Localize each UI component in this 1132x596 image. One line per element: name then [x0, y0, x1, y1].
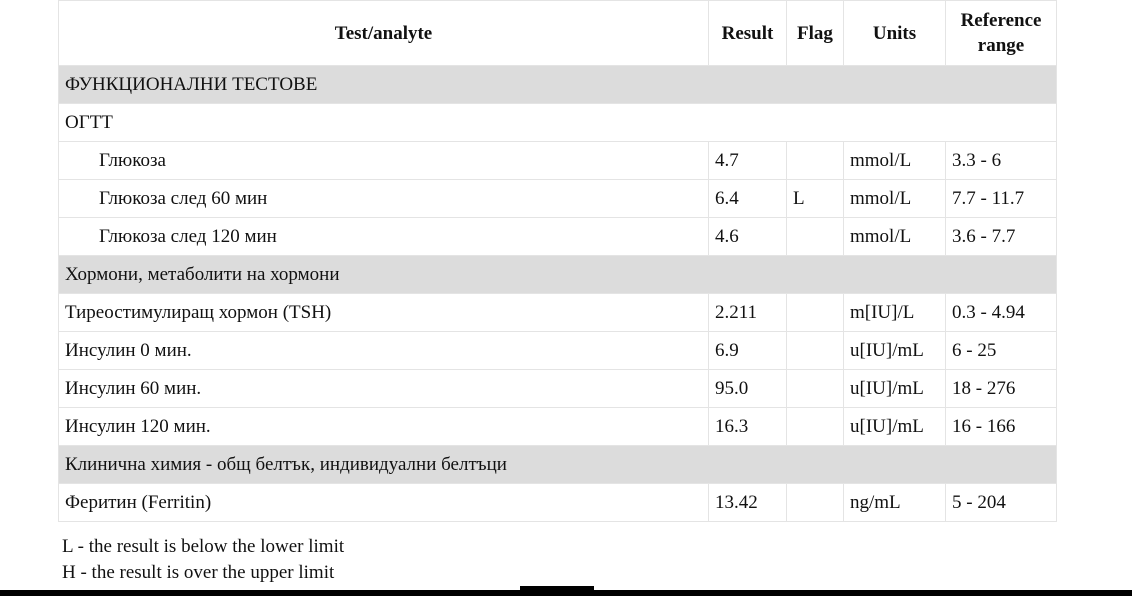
legend-low: L - the result is below the lower limit — [62, 536, 345, 557]
cell-units: u[IU]/mL — [843, 369, 946, 408]
table-row: Глюкоза след 120 мин 4.6 mmol/L 3.6 - 7.7 — [58, 217, 1057, 256]
cell-test: Инсулин 60 мин. — [58, 369, 709, 408]
header-result: Result — [708, 0, 787, 66]
cell-range: 0.3 - 4.94 — [945, 293, 1057, 332]
legend-high: H - the result is over the upper limit — [62, 562, 335, 583]
table-row: Инсулин 120 мин. 16.3 u[IU]/mL 16 - 166 — [58, 407, 1057, 446]
cell-flag — [786, 217, 844, 256]
table-row: Инсулин 0 мин. 6.9 u[IU]/mL 6 - 25 — [58, 331, 1057, 370]
cell-units: mmol/L — [843, 179, 946, 218]
cell-range: 18 - 276 — [945, 369, 1057, 408]
cell-test: Инсулин 0 мин. — [58, 331, 709, 370]
cell-flag — [786, 293, 844, 332]
cell-flag — [786, 141, 844, 180]
group-row: ОГТТ — [58, 103, 1057, 142]
header-row: Test/analyte Result Flag Units Reference… — [58, 0, 1057, 66]
cell-range: 5 - 204 — [945, 483, 1057, 522]
table-row: Тиреостимулиращ хормон (TSH) 2.211 m[IU]/L… — [58, 293, 1057, 332]
header-range: Reference range — [945, 0, 1057, 66]
table-row: Инсулин 60 мин. 95.0 u[IU]/mL 18 - 276 — [58, 369, 1057, 408]
cell-flag — [786, 369, 844, 408]
table-row: Глюкоза 4.7 mmol/L 3.3 - 6 — [58, 141, 1057, 180]
cell-range: 3.3 - 6 — [945, 141, 1057, 180]
cell-result: 16.3 — [708, 407, 787, 446]
cell-units: u[IU]/mL — [843, 407, 946, 446]
cell-test: Феритин (Ferritin) — [58, 483, 709, 522]
header-flag: Flag — [786, 0, 844, 66]
flag-legend: L - the result is below the lower limit … — [62, 534, 344, 586]
cell-result: 2.211 — [708, 293, 787, 332]
results-table: Test/analyte Result Flag Units Reference… — [58, 0, 1057, 522]
section-title: Хормони, метаболити на хормони — [58, 255, 1057, 294]
cell-flag — [786, 407, 844, 446]
section-row: Хормони, метаболити на хормони — [58, 255, 1057, 294]
cell-units: mmol/L — [843, 141, 946, 180]
cell-test: Тиреостимулиращ хормон (TSH) — [58, 293, 709, 332]
cell-range: 3.6 - 7.7 — [945, 217, 1057, 256]
cell-units: m[IU]/L — [843, 293, 946, 332]
cell-range: 6 - 25 — [945, 331, 1057, 370]
cell-test: Глюкоза след 60 мин — [58, 179, 709, 218]
header-test: Test/analyte — [58, 0, 709, 66]
section-title: Клинична химия - общ белтък, индивидуалн… — [58, 445, 1057, 484]
cell-result: 95.0 — [708, 369, 787, 408]
cell-units: mmol/L — [843, 217, 946, 256]
section-row: ФУНКЦИОНАЛНИ ТЕСТОВЕ — [58, 65, 1057, 104]
section-title: ФУНКЦИОНАЛНИ ТЕСТОВЕ — [58, 65, 1057, 104]
header-units: Units — [843, 0, 946, 66]
cell-result: 13.42 — [708, 483, 787, 522]
cell-test: Глюкоза — [58, 141, 709, 180]
cell-flag: L — [786, 179, 844, 218]
cell-flag — [786, 483, 844, 522]
section-title: ОГТТ — [58, 103, 1057, 142]
cell-test: Глюкоза след 120 мин — [58, 217, 709, 256]
table-row: Феритин (Ferritin) 13.42 ng/mL 5 - 204 — [58, 483, 1057, 522]
cell-test: Инсулин 120 мин. — [58, 407, 709, 446]
cell-result: 6.4 — [708, 179, 787, 218]
section-row: Клинична химия - общ белтък, индивидуалн… — [58, 445, 1057, 484]
cell-units: u[IU]/mL — [843, 331, 946, 370]
divider-block — [520, 586, 594, 596]
cell-range: 7.7 - 11.7 — [945, 179, 1057, 218]
cell-result: 4.6 — [708, 217, 787, 256]
cell-range: 16 - 166 — [945, 407, 1057, 446]
cell-units: ng/mL — [843, 483, 946, 522]
cell-result: 4.7 — [708, 141, 787, 180]
cell-flag — [786, 331, 844, 370]
cell-result: 6.9 — [708, 331, 787, 370]
